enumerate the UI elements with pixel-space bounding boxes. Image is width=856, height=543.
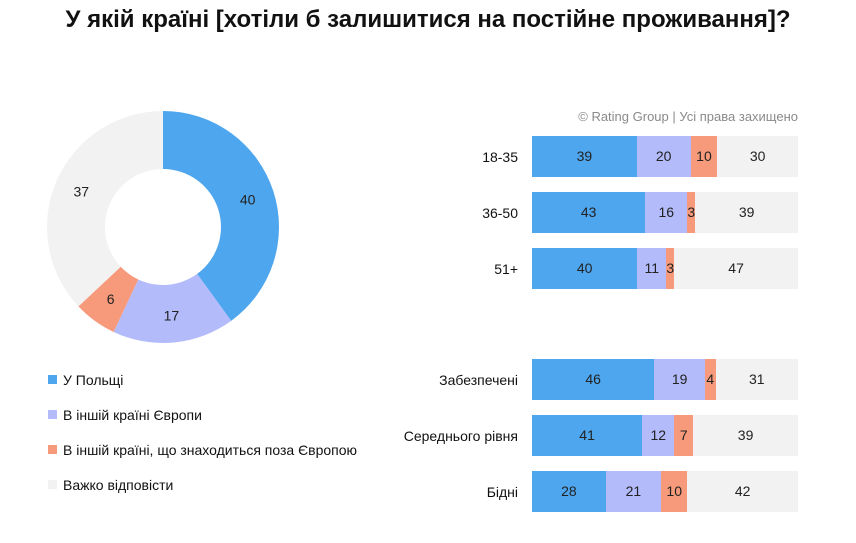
bar-segment-poland <box>532 136 637 177</box>
bar-category-label: 36-50 <box>482 204 518 221</box>
bar-segment-hard <box>695 192 798 233</box>
bar-segment-poland <box>532 248 638 289</box>
legend-swatch-poland <box>48 375 57 384</box>
chart-title: У якій країні [хотіли б залишитися на по… <box>65 6 791 33</box>
bar-value-label: 4 <box>706 371 715 387</box>
bar-category-label: 51+ <box>494 260 518 277</box>
bar-segment-europe <box>645 192 688 233</box>
legend-label-outside: В іншій країні, що знаходиться поза Євро… <box>63 442 358 458</box>
legend-label-europe: В іншій країні Європи <box>63 407 202 423</box>
bar-segment-poland <box>532 192 646 233</box>
bar-value-label: 19 <box>671 371 688 387</box>
donut-slice-europe <box>113 273 232 343</box>
bar-row: 40 11 3 47 <box>532 248 798 289</box>
bar-value-label: 10 <box>696 148 712 164</box>
bar-segment-europe <box>654 359 705 400</box>
bar-segment-hard <box>687 471 798 512</box>
bar-segment-hard <box>674 248 798 289</box>
bar-value-label: 43 <box>580 204 597 220</box>
bar-value-label: 39 <box>738 204 755 220</box>
legend-label-hard: Важко відповісти <box>63 477 174 493</box>
bar-value-label: 41 <box>579 427 595 443</box>
donut-value-label-hard: 37 <box>74 184 90 200</box>
bar-segment-outside <box>661 471 688 512</box>
donut-slice-outside <box>78 266 139 332</box>
bar-value-label: 39 <box>737 427 754 443</box>
bar-segment-poland <box>532 415 643 456</box>
bar-row: 28 21 10 42 <box>532 471 798 512</box>
bar-value-label: 42 <box>734 483 751 499</box>
bar-value-label: 7 <box>679 427 688 443</box>
bar-category-label: Бідні <box>486 483 518 500</box>
bar-value-label: 10 <box>666 483 682 499</box>
bar-value-label: 47 <box>728 260 744 276</box>
bar-category-label: 18-35 <box>482 148 518 165</box>
legend-swatch-outside <box>48 445 57 454</box>
bar-category-label: Забезпечені <box>439 371 518 388</box>
donut-slice-hard <box>46 111 163 307</box>
donut-value-label-poland: 40 <box>240 191 256 207</box>
bar-segment-poland <box>532 359 655 400</box>
bar-value-label: 11 <box>644 260 660 276</box>
bar-value-label: 30 <box>749 148 766 164</box>
bar-value-label: 40 <box>576 260 593 276</box>
bar-value-label: 12 <box>650 427 667 443</box>
bar-segment-outside <box>674 415 694 456</box>
bar-value-label: 31 <box>748 371 765 387</box>
bar-segment-poland <box>532 471 606 512</box>
bar-value-label: 21 <box>625 483 642 499</box>
donut-value-label-europe: 17 <box>164 308 180 324</box>
legend-label-poland: У Польщі <box>63 372 124 388</box>
bar-category-label: Середнього рівня <box>403 427 518 444</box>
bar-value-label: 3 <box>687 204 696 220</box>
bar-value-label: 3 <box>666 260 675 276</box>
legend-swatch-hard <box>48 480 57 489</box>
bar-segment-europe <box>636 136 691 177</box>
bar-segment-europe <box>642 415 675 456</box>
bar-value-label: 28 <box>561 483 577 499</box>
donut-slice-poland <box>163 111 279 321</box>
bar-segment-outside <box>690 136 718 177</box>
bar-segment-europe <box>605 471 662 512</box>
bar-segment-outside <box>687 192 696 233</box>
legend-swatch-europe <box>48 410 57 419</box>
bar-segment-outside <box>704 359 716 400</box>
bar-row: 41 12 7 39 <box>532 415 798 456</box>
bar-segment-hard <box>693 415 798 456</box>
bar-segment-outside <box>666 248 675 289</box>
copyright-notice: © Rating Group | Усі права захищено <box>578 109 798 124</box>
bar-segment-hard <box>715 359 798 400</box>
bar-value-label: 39 <box>576 148 593 164</box>
bar-row: 43 16 3 39 <box>532 192 798 233</box>
bar-value-label: 46 <box>585 371 601 387</box>
donut-value-label-outside: 6 <box>107 291 115 307</box>
bar-row: 46 19 4 31 <box>532 359 798 400</box>
bar-value-label: 20 <box>655 148 672 164</box>
bar-row: 39 20 10 30 <box>532 136 798 177</box>
bar-segment-europe <box>637 248 667 289</box>
bar-segment-hard <box>717 136 798 177</box>
bar-value-label: 16 <box>658 204 675 220</box>
